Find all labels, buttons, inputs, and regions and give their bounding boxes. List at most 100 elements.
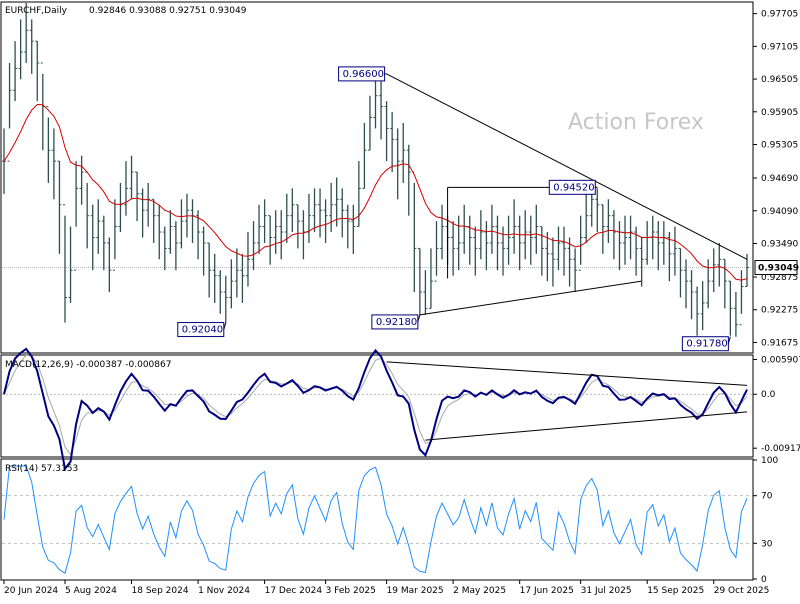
price-bar: [534, 204, 539, 254]
price-tick-label: 0.96505: [761, 75, 798, 85]
price-bar: [395, 128, 400, 200]
price-bar: [334, 177, 339, 227]
price-bar: [434, 221, 439, 282]
price-bar: [223, 275, 228, 323]
price-bar: [684, 259, 689, 309]
price-bar: [539, 226, 544, 276]
price-bar: [478, 210, 483, 260]
price-bar: [528, 215, 533, 265]
ma-line: [3, 103, 748, 281]
price-bar: [212, 253, 217, 303]
price-bar: [656, 221, 661, 271]
macd-signal-line: [3, 354, 748, 456]
date-tick-label: 1 Nov 2024: [198, 586, 250, 596]
price-bar: [284, 193, 289, 243]
price-bar: [74, 161, 79, 271]
price-bar: [51, 128, 56, 200]
price-bar: [24, 3, 29, 63]
rsi-tick-label: 30: [761, 539, 773, 549]
price-bar: [29, 19, 34, 74]
price-panel-frame: [0, 1, 754, 354]
price-bar: [329, 182, 334, 233]
macd-tick-label: 0.0: [761, 390, 776, 400]
date-tick-label: 18 Sep 2024: [132, 586, 189, 596]
price-bar: [229, 259, 234, 309]
price-annotations: 0.96600 0.92040 0.92180 0.94520 0.91780: [177, 66, 731, 352]
price-bar: [179, 199, 184, 249]
price-bar: [639, 237, 644, 287]
price-bar: [595, 188, 600, 233]
date-tick-label: 5 Aug 2024: [65, 586, 117, 596]
price-bar: [562, 226, 567, 276]
macd-tick-label: 0.005907: [761, 355, 800, 365]
price-annotation: 0.96600: [338, 66, 387, 82]
price-bar: [428, 248, 433, 309]
price-bar: [123, 161, 128, 216]
price-tick-label: 0.97705: [761, 10, 798, 20]
price-bar: [318, 188, 323, 238]
price-tick-label: 0.94690: [761, 174, 798, 184]
price-bar: [96, 199, 101, 254]
date-tick-label: 31 Jul 2025: [581, 586, 632, 596]
price-bar: [262, 199, 267, 243]
price-bar: [567, 237, 572, 287]
price-bar: [578, 215, 583, 271]
price-bar: [173, 221, 178, 271]
price-bar: [451, 221, 456, 276]
price-bar: [495, 215, 500, 271]
date-tick-label: 17 Jun 2025: [520, 586, 574, 596]
price-bar: [201, 226, 206, 276]
price-bar: [245, 232, 250, 287]
price-bar: [345, 204, 350, 249]
price-tick-label: 0.95305: [761, 141, 798, 151]
price-bar: [512, 199, 517, 254]
price-bar: [456, 215, 461, 271]
price-bar: [46, 106, 51, 183]
macd-axis: 0.005907 0.0 -0.009175: [2, 355, 800, 454]
price-bar: [695, 286, 700, 336]
price-bar: [678, 247, 683, 298]
price-tick-label: 0.92275: [761, 306, 798, 316]
macd-lines: [3, 347, 748, 472]
price-bar: [57, 160, 62, 254]
price-bar: [268, 215, 273, 265]
price-annotation: 0.91780: [681, 336, 731, 352]
date-tick-label: 19 Mar 2025: [387, 586, 444, 596]
price-bar: [401, 122, 406, 183]
price-bar: [7, 62, 12, 162]
price-bar: [689, 270, 694, 320]
price-bar: [101, 215, 106, 271]
price-bar: [251, 221, 256, 271]
macd-label: MACD(12,26,9) -0.000387 -0.000867: [5, 360, 171, 370]
price-bar: [196, 210, 201, 260]
price-bar: [290, 188, 295, 233]
date-tick-label: 17 Dec 2024: [265, 586, 323, 596]
date-tick-label: 2 May 2025: [453, 586, 506, 596]
price-bar: [140, 188, 145, 238]
date-tick-label: 20 Jun 2024: [4, 586, 58, 596]
price-bar: [573, 248, 578, 293]
rsi-axis: 100 70 30 0: [2, 456, 778, 585]
macd-trendline: [425, 411, 748, 441]
price-bar: [545, 232, 550, 282]
price-tick-label: 0.93490: [761, 239, 798, 249]
price-bar: [35, 40, 40, 102]
price-bar: [700, 281, 705, 331]
macd-trendline: [386, 361, 748, 386]
price-bar: [151, 198, 156, 243]
price-bar: [600, 204, 605, 254]
price-bar: [118, 182, 123, 233]
annotation-label: 0.94520: [553, 182, 594, 193]
price-bar: [722, 258, 727, 309]
price-bar: [135, 171, 140, 222]
price-bar: [628, 215, 633, 260]
price-bar: [733, 292, 738, 337]
price-bar: [606, 199, 611, 243]
price-bar: [62, 204, 67, 323]
price-annotation: 0.92180: [371, 314, 421, 330]
price-bar: [13, 41, 18, 102]
ohlc-label: 0.92846 0.93088 0.92751 0.93049: [89, 6, 247, 16]
price-bar: [423, 270, 428, 315]
price-bar: [440, 204, 445, 260]
price-bar: [367, 95, 372, 151]
